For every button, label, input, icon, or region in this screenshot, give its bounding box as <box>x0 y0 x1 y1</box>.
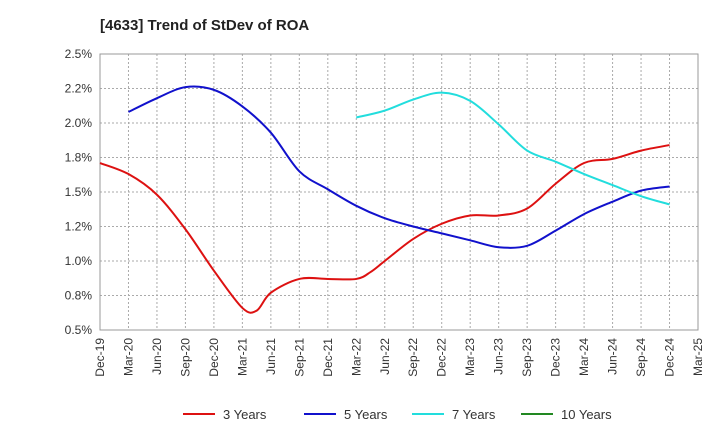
x-tick-label: Jun-21 <box>264 338 278 375</box>
x-tick-label: Jun-23 <box>492 338 506 375</box>
plot-frame <box>99 53 699 331</box>
y-axis: 0.5% 0.8% 1.0% 1.2% 1.5% 1.8% 2.0% 2.2% 2.5% <box>65 47 93 337</box>
x-tick-label: Mar-25 <box>691 338 705 376</box>
x-tick-label: Dec-20 <box>207 338 221 377</box>
x-tick-label: Jun-22 <box>378 338 392 375</box>
legend: 3 Years 5 Years 7 Years 10 Years <box>183 407 612 422</box>
x-tick-label: Mar-23 <box>463 338 477 376</box>
y-tick-label: 1.2% <box>65 220 93 234</box>
x-tick-label: Sep-24 <box>634 338 648 377</box>
series-lines <box>99 85 670 314</box>
x-axis: Dec-19 Mar-20 Jun-20 Sep-20 Dec-20 Mar-21 Jun-… <box>93 338 705 377</box>
y-tick-label: 1.5% <box>65 185 93 199</box>
x-tick-label: Dec-21 <box>321 338 335 377</box>
x-tick-label: Mar-20 <box>121 338 135 376</box>
x-tick-label: Sep-22 <box>406 338 420 377</box>
y-tick-label: 2.0% <box>65 116 93 130</box>
x-tick-label: Sep-21 <box>292 338 306 377</box>
x-tick-label: Mar-24 <box>577 338 591 376</box>
legend-label-5-years: 5 Years <box>344 407 388 422</box>
grid <box>99 53 699 331</box>
x-tick-label: Sep-20 <box>178 338 192 377</box>
x-tick-label: Mar-21 <box>235 338 249 376</box>
y-tick-label: 1.0% <box>65 254 93 268</box>
legend-label-3-years: 3 Years <box>223 407 267 422</box>
y-tick-label: 2.5% <box>65 47 93 61</box>
legend-label-7-years: 7 Years <box>452 407 496 422</box>
chart-title: [4633] Trend of StDev of ROA <box>100 17 309 34</box>
x-tick-label: Dec-23 <box>549 338 563 377</box>
series-line-5-years <box>128 85 670 249</box>
x-tick-label: Sep-23 <box>520 338 534 377</box>
series-line-3-years <box>99 144 670 314</box>
y-tick-label: 1.8% <box>65 151 93 165</box>
x-tick-label: Dec-22 <box>435 338 449 377</box>
x-tick-label: Mar-22 <box>349 338 363 376</box>
x-tick-label: Jun-24 <box>606 338 620 375</box>
y-tick-label: 0.8% <box>65 289 93 303</box>
y-tick-label: 0.5% <box>65 323 93 337</box>
y-tick-label: 2.2% <box>65 82 93 96</box>
legend-label-10-years: 10 Years <box>561 407 612 422</box>
x-tick-label: Dec-24 <box>663 338 677 377</box>
x-tick-label: Jun-20 <box>150 338 164 375</box>
x-tick-label: Dec-19 <box>93 338 107 377</box>
series-line-7-years <box>356 91 670 206</box>
